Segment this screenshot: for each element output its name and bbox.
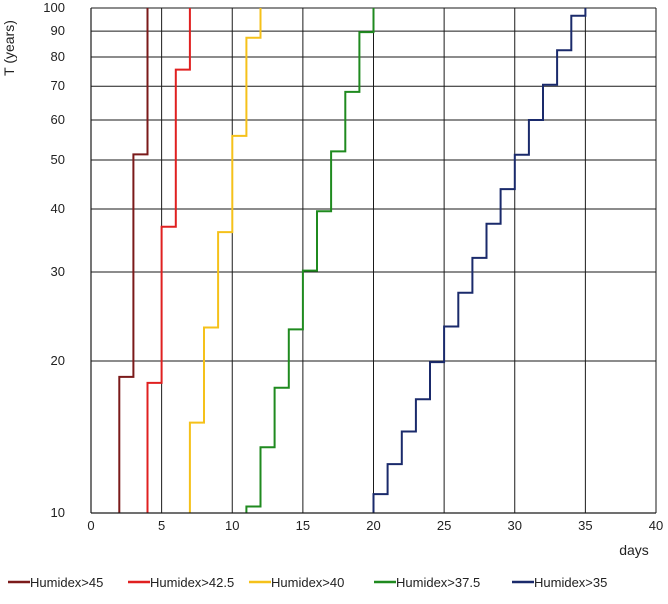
x-axis-title: days [619,542,649,558]
y-tick-label: 20 [51,353,65,368]
axes [90,8,656,514]
legend-item: Humidex>37.5 [374,575,480,590]
legend-label: Humidex>45 [30,575,103,590]
series-layer [118,8,587,513]
series-line-humidex-37-5 [245,8,375,513]
y-tick-label: 50 [51,152,65,167]
y-tick-label: 10 [51,505,65,520]
x-tick-label: 40 [649,518,663,533]
y-tick-label: 30 [51,264,65,279]
tick-labels: 0 5 10 15 20 25 30 35 40 10 20 30 40 50 60 70 80 90 100 [43,0,663,533]
legend-item: Humidex>35 [512,575,607,590]
legend-label: Humidex>37.5 [396,575,480,590]
y-tick-label: 70 [51,78,65,93]
y-tick-label: 100 [43,0,65,15]
legend-item: Humidex>45 [8,575,103,590]
y-tick-label: 60 [51,112,65,127]
legend-item: Humidex>40 [249,575,344,590]
legend-label: Humidex>42.5 [150,575,234,590]
x-tick-label: 15 [296,518,310,533]
legend-item: Humidex>42.5 [128,575,234,590]
y-tick-label: 40 [51,201,65,216]
y-tick-label: 80 [51,49,65,64]
y-axis-title: T (years) [1,20,17,76]
x-tick-label: 0 [87,518,94,533]
legend-label: Humidex>40 [271,575,344,590]
series-line-humidex-40 [188,8,262,513]
legend-label: Humidex>35 [534,575,607,590]
series-line-humidex-45 [118,8,149,513]
x-tick-label: 10 [225,518,239,533]
x-tick-label: 25 [437,518,451,533]
x-tick-label: 35 [578,518,592,533]
legend: Humidex>45 Humidex>42.5 Humidex>40 Humidex>… [8,575,607,590]
x-tick-label: 20 [366,518,380,533]
x-tick-label: 30 [508,518,522,533]
series-line-humidex-42-5 [146,8,191,513]
series-line-humidex-35 [372,8,587,513]
x-tick-label: 5 [158,518,165,533]
y-tick-label: 90 [51,23,65,38]
